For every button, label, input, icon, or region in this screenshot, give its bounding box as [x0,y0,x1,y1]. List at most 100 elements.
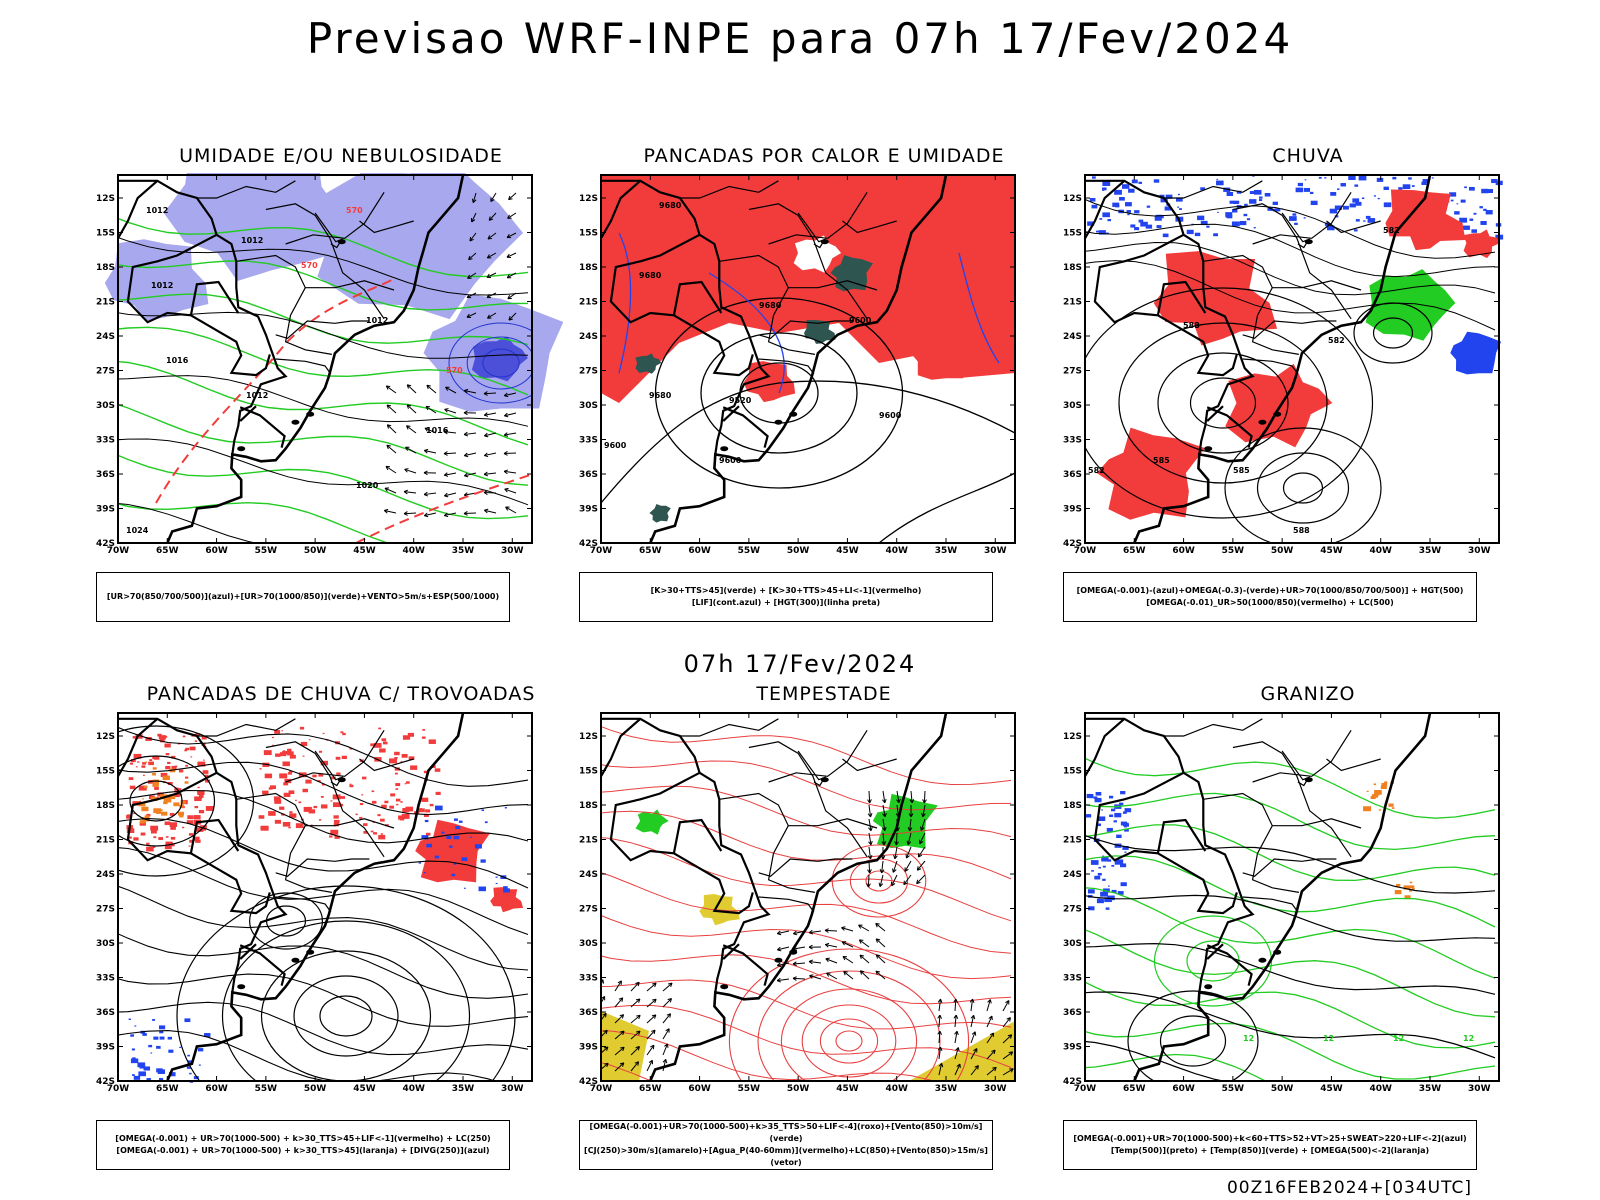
lat-tick-label: 30S [579,939,598,949]
lat-tick-label: 36S [579,1008,598,1018]
moist-instability-area [635,353,662,374]
lat-tick-label: 39S [96,1043,115,1053]
map-granizo[interactable]: 12 12 12 12 12S 15S 18S 21S 24S 27S 30S 33S 36S 39S 42… [1063,711,1553,1131]
lon-tick-label: 65W [639,546,662,556]
strong-wind-vectors [937,998,1014,1076]
coastline [1133,175,1432,543]
coastline [166,175,465,543]
lat-tick-label: 12S [1063,194,1082,204]
legend-trovoadas: [OMEGA(-0.001) + UR>70(1000-500) + k>30_… [96,1120,510,1170]
lon-tick-label: 50W [1271,1084,1294,1094]
thickness-line [118,237,529,296]
contour-label: 1020 [356,481,379,490]
lat-tick-label: 42S [1063,1077,1082,1087]
panel-umidade: UMIDADE E/OU NEBULOSIDADE 1012 1012 1012 10… [96,145,586,635]
lat-tick-label: 33S [1063,436,1082,446]
contour-label: 12 [1323,1034,1334,1043]
thickness-570-line [155,277,397,504]
lat-tick-label: 15S [579,229,598,239]
map-pancadas-calor[interactable]: 9680 9680 9680 9600 9520 9600 9600 9600 9680 12S 1… [579,173,1069,593]
lon-tick-label: 30W [501,1084,524,1094]
moist-instability-area [649,504,671,523]
contour-label: 570 [346,206,363,215]
map-umidade[interactable]: 1012 1012 1012 1016 1012 1012 1016 1020 1024 570 5… [96,173,586,593]
country-border [1206,943,1224,960]
state-border [1242,858,1337,877]
lon-tick-label: 50W [1271,546,1294,556]
jet-area [699,894,740,926]
legend-line: [OMEGA(-0.001) + UR>70(1000-500) + k>30_… [116,1146,490,1155]
lon-tick-label: 70W [1074,1084,1097,1094]
streamline [118,755,216,847]
wind850-area [872,793,938,849]
map-frame [117,712,533,1082]
hgt500-contour [1224,427,1382,543]
lat-tick-label: 24S [1063,870,1082,880]
state-border [1252,191,1352,245]
state-border [359,758,414,772]
lon-tick-label: 40W [1369,1084,1392,1094]
panel-trovoadas: PANCADAS DE CHUVA C/ TROVOADAS 12S 15S 18S… [96,683,586,1173]
streamline [129,780,183,822]
humidity-low-contour [118,501,391,543]
contour-label: 1016 [166,356,189,365]
panel-tempestade: TEMPESTADE 12S 15S 18S 21S 24S 27S 30S 33S 36S 39… [579,683,1069,1173]
lat-tick-label: 24S [1063,332,1082,342]
lon-tick-label: 45W [836,546,859,556]
lat-tick-label: 12S [579,194,598,204]
state-border [1163,180,1263,199]
lat-tick-label: 15S [1063,767,1082,777]
divergence-area [128,1018,211,1083]
streamline [118,726,529,787]
strong-wind-vectors [866,790,927,888]
streamline-850 [601,872,1012,954]
country-border [239,943,257,960]
panel-chuva: CHUVA 588 582 582 585 585 588 582 12S 15S 18S 21S 2… [1063,145,1553,635]
lon-tick-label: 60W [205,1084,228,1094]
lake [820,239,829,245]
lat-tick-label: 39S [1063,1043,1082,1053]
legend-line: [OMEGA(-0.001) + UR>70(1000-500) + k>30_… [115,1134,491,1143]
contour-label: 1012 [146,206,168,215]
lat-tick-label: 18S [579,801,598,811]
lon-tick-label: 55W [738,546,761,556]
lake [291,419,300,425]
map-chuva[interactable]: 588 582 582 585 585 588 582 12S 15S 18S 21S 24S 27S 3… [1063,173,1553,593]
lat-tick-label: 12S [96,194,115,204]
lon-tick-label: 40W [885,546,908,556]
legend-line: [OMEGA(-0.001)-(azul)+OMEGA(-0.3)-(verde… [1076,586,1464,595]
lat-tick-label: 39S [96,505,115,515]
lat-tick-label: 18S [1063,801,1082,811]
lat-tick-label: 18S [1063,263,1082,273]
lon-tick-label: 35W [935,1084,958,1094]
country-border [672,818,723,854]
lake [1304,239,1313,245]
state-border [842,758,897,772]
lat-tick-label: 18S [96,801,115,811]
streamline [118,761,529,816]
lat-tick-label: 36S [579,470,598,480]
lon-tick-label: 60W [688,546,711,556]
lat-tick-label: 33S [96,436,115,446]
lat-tick-label: 15S [1063,229,1082,239]
contour-label: 12 [1393,1034,1404,1043]
panel-pancadas-calor: PANCADAS POR CALOR E UMIDADE 9680 9680 968… [579,145,1069,635]
lon-tick-label: 65W [156,546,179,556]
lon-tick-label: 40W [885,1084,908,1094]
lon-tick-label: 50W [304,1084,327,1094]
streamline [118,885,529,971]
lon-tick-label: 40W [402,546,425,556]
contour-label: 588 [1293,526,1310,535]
state-border [275,858,370,877]
lat-tick-label: 33S [579,974,598,984]
country-border [722,405,740,422]
lon-tick-label: 55W [738,1084,761,1094]
streamline [118,847,529,936]
clear-area [793,235,842,273]
lat-tick-label: 42S [579,1077,598,1087]
lon-tick-label: 45W [1320,1084,1343,1094]
coastline [649,713,948,1081]
humidity-low-contour [118,326,529,396]
